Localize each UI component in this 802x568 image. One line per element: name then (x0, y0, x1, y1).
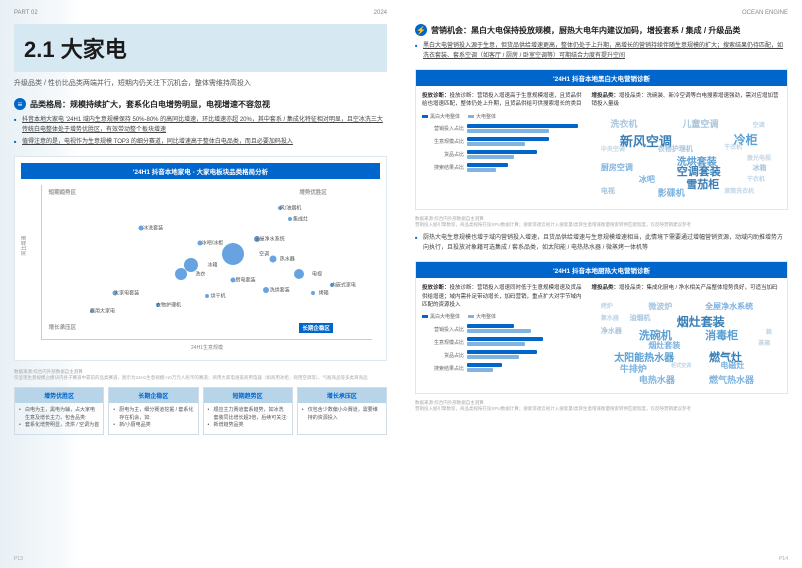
bullet-list-right: 黑白大电营销投入源于生意，但货品供给增速更高，整体仍处于上升期，高增长的营销持续… (415, 42, 788, 61)
bullet-list-left: 抖音本地大家电 '24H1 域内生意规模保持 50%-80% 的高同比增速，环比… (14, 116, 387, 148)
footnote-scatter: 数据来源:综合内外部数据自主测算 仅呈现生意规模占模块内各子赛道中靠前的品类赛道… (14, 369, 387, 382)
header-left: PART 022024 (14, 10, 387, 16)
footnote-diag2: 数据来源:综合内外部数据自主测算 营销投入据引擎数装，商品类视按在投SPU数据计… (415, 400, 788, 413)
diagnosis-box-2: '24H1 抖音本地厨热大电营销诊断 投放诊断：投放诊断：营销投入增速同时低于生… (415, 261, 788, 393)
page-number-left: P13 (14, 556, 23, 562)
header-right: OCEAN ENGINE (415, 10, 788, 16)
diagnosis-box-1: '24H1 抖音本地黑白大电营销诊断 投放诊断：投放诊断：营销投入增速高于生意规… (415, 69, 788, 210)
mid-bullet: 厨热大电生意规模也增于域内营销投入增速，且货品供给增速与生意规模增速相当，此情境… (415, 234, 788, 253)
bars-icon: ≡ (14, 98, 26, 110)
scatter-chart: '24H1 抖音本地家电 - 大家电板块品类格局分析 同比增速 24H1生意规模… (14, 156, 387, 361)
four-panel: 增势优胜区白电为主，黑电为辅，占大家电生意及增长主力，包含品类:套系化增势明显，… (14, 387, 387, 435)
section-title-1: 品类格局：规模持续扩大，套系化白电增势明显，电视增速不容忽视 (30, 99, 270, 110)
footnote-diag1: 数据来源:综合内外部数据自主测算 营销投入据引擎数装，商品类视按在投SPU数据计… (415, 216, 788, 229)
section-title-right: 营销机会：黑白大电保持投放规模，厨热大电年内建议加码，增投套系 / 集成 / 升… (431, 25, 740, 36)
subtitle: 升级品类 / 性价比品类两端并行，短期内仍关注下沉机会，整体需维持高投入 (14, 78, 387, 88)
bolt-icon: ⚡ (415, 24, 427, 36)
title-block: 2.1 大家电 (14, 24, 387, 72)
page-number-right: P14 (779, 556, 788, 562)
